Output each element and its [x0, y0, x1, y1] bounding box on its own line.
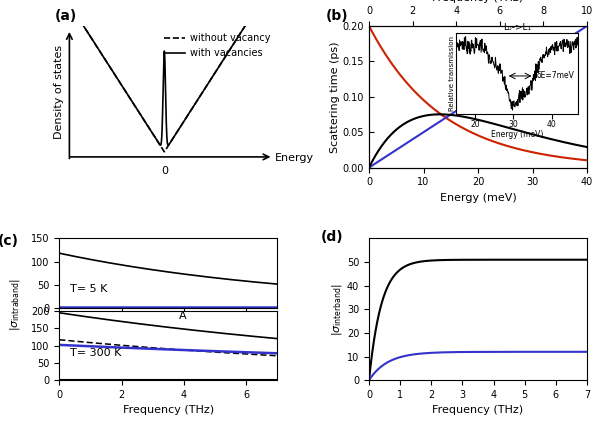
- with vacancies: [72, 11, 79, 16]
- Text: $|\sigma_\mathrm{intraband}|$: $|\sigma_\mathrm{intraband}|$: [8, 278, 22, 331]
- Text: (b): (b): [326, 9, 348, 23]
- with vacancies: [81, 25, 88, 30]
- without vacancy: [72, 11, 79, 16]
- without vacancy: [250, 11, 257, 16]
- Legend: without vacancy, with vacancies: without vacancy, with vacancies: [160, 29, 275, 62]
- Text: Energy: Energy: [275, 153, 314, 163]
- with vacancies: [244, 19, 251, 24]
- X-axis label: Energy (meV): Energy (meV): [439, 193, 517, 203]
- without vacancy: [81, 25, 88, 30]
- Text: (a): (a): [55, 9, 77, 23]
- without vacancy: [244, 19, 251, 24]
- Text: (d): (d): [321, 230, 343, 244]
- Text: 0: 0: [161, 166, 168, 176]
- Line: with vacancies: with vacancies: [75, 13, 253, 145]
- without vacancy: [212, 70, 219, 75]
- Text: T= 300 K: T= 300 K: [70, 348, 122, 358]
- with vacancies: [157, 143, 164, 148]
- with vacancies: [154, 138, 161, 143]
- with vacancies: [212, 70, 219, 75]
- without vacancy: [154, 138, 161, 143]
- Text: A: A: [179, 311, 187, 321]
- with vacancies: [250, 11, 257, 16]
- Text: T= 5 K: T= 5 K: [70, 284, 107, 294]
- Y-axis label: $|\sigma_\mathrm{interband}|$: $|\sigma_\mathrm{interband}|$: [330, 283, 344, 336]
- Text: (c): (c): [0, 234, 19, 248]
- with vacancies: [158, 130, 165, 136]
- X-axis label: Frequency (THz): Frequency (THz): [432, 0, 524, 3]
- Y-axis label: Scattering time (ps): Scattering time (ps): [330, 41, 340, 152]
- Text: Density of states: Density of states: [55, 45, 64, 139]
- X-axis label: Frequency (THz): Frequency (THz): [123, 406, 214, 416]
- X-axis label: Frequency (THz): Frequency (THz): [432, 406, 524, 416]
- with vacancies: [244, 19, 251, 24]
- without vacancy: [158, 146, 165, 151]
- without vacancy: [244, 19, 251, 24]
- Line: without vacancy: without vacancy: [75, 13, 253, 152]
- without vacancy: [161, 149, 168, 154]
